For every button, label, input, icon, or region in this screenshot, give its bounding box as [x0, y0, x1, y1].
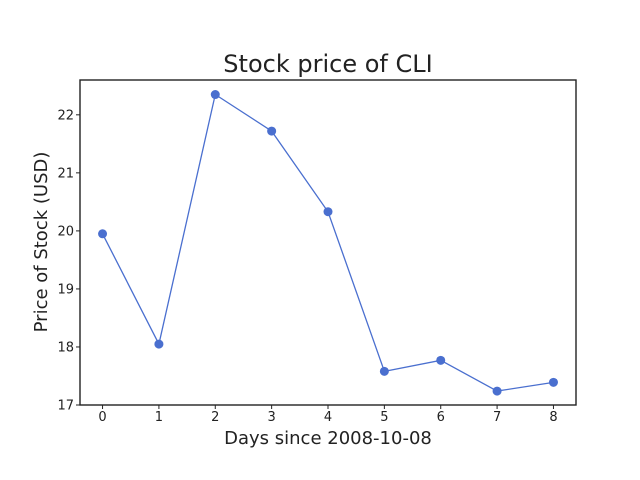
- data-point: [492, 386, 502, 396]
- y-tick-label: 20: [57, 224, 74, 239]
- y-tick-label: 19: [57, 282, 74, 297]
- data-point: [548, 377, 558, 387]
- y-tick-label: 18: [57, 340, 74, 355]
- x-tick-label: 0: [98, 410, 106, 425]
- x-axis-label: Days since 2008-10-08: [224, 428, 432, 449]
- plot-area: 0 1 2 3 4 5 6 7 8 17 18 19 20 21 22: [57, 90, 558, 425]
- x-tick-label: 7: [493, 410, 501, 425]
- y-tick-label: 22: [57, 108, 74, 123]
- x-tick-label: 2: [211, 410, 219, 425]
- data-point: [210, 90, 220, 100]
- x-tick-label: 3: [267, 410, 275, 425]
- plot-frame: [79, 79, 577, 406]
- x-tick-label: 5: [380, 410, 388, 425]
- y-tick-label: 21: [57, 166, 74, 181]
- y-tick-label: 17: [57, 399, 74, 414]
- data-point: [154, 339, 164, 349]
- y-axis-label: Price of Stock (USD): [31, 152, 52, 333]
- chart-title: Stock price of CLI: [223, 50, 432, 78]
- data-point: [436, 355, 446, 365]
- x-tick-label: 4: [324, 410, 332, 425]
- data-point: [379, 366, 389, 376]
- x-tick-label: 1: [155, 410, 163, 425]
- x-tick-label: 6: [437, 410, 445, 425]
- data-point: [98, 229, 108, 239]
- data-point: [267, 126, 277, 136]
- data-point: [323, 207, 333, 217]
- x-tick-label: 8: [549, 410, 557, 425]
- series-line: [101, 93, 554, 392]
